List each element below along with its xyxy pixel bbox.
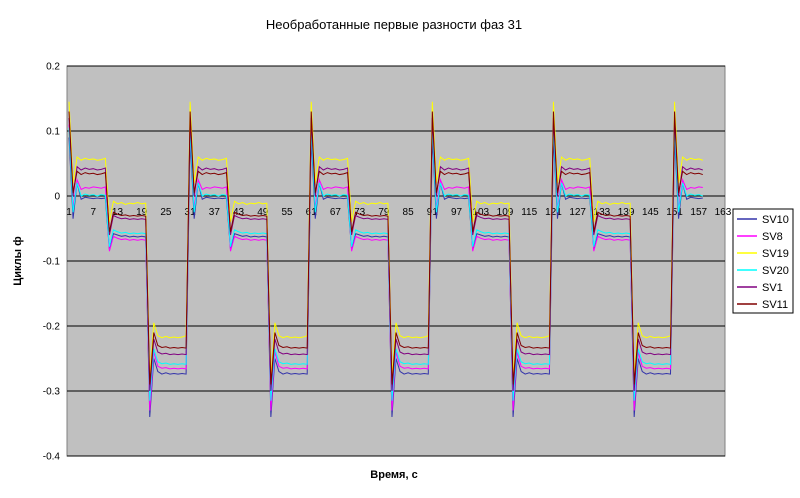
series-line-sv11 xyxy=(68,111,703,385)
x-tick-label: 55 xyxy=(281,207,293,218)
legend-label: SV10 xyxy=(762,214,789,226)
legend-label: SV1 xyxy=(762,282,783,294)
x-tick-label: 97 xyxy=(451,207,463,218)
x-tick-label: 151 xyxy=(666,207,683,218)
x-tick-label: 19 xyxy=(136,207,148,218)
legend-label: SV11 xyxy=(762,299,788,311)
x-tick-label: 31 xyxy=(185,207,197,218)
y-tick-label: -0.4 xyxy=(43,452,61,463)
y-axis: 0.2 0.1 0 -0.1 -0.2 -0.3 -0.4 xyxy=(43,62,61,463)
x-tick-label: 139 xyxy=(618,207,635,218)
legend-label: SV8 xyxy=(762,231,783,243)
y-axis-title: Циклы ф xyxy=(12,236,24,286)
series-line-sv20 xyxy=(68,127,703,401)
x-tick-label: 121 xyxy=(545,207,562,218)
x-tick-label: 61 xyxy=(306,207,318,218)
series-line-sv1 xyxy=(68,117,703,392)
y-tick-label: -0.1 xyxy=(43,257,61,268)
series-line-sv8 xyxy=(68,124,703,411)
x-tick-label: 157 xyxy=(690,207,707,218)
x-tick-label: 49 xyxy=(257,207,269,218)
y-tick-label: 0 xyxy=(54,192,60,203)
x-axis: 1 7 13 19 25 31 37 43 49 55 61 67 73 79 85 91 97 103 109 11… xyxy=(66,195,732,218)
x-tick-label: 7 xyxy=(90,207,96,218)
x-tick-label: 67 xyxy=(330,207,342,218)
series-lines xyxy=(68,101,703,418)
y-tick-label: -0.3 xyxy=(43,387,61,398)
x-tick-label: 163 xyxy=(715,207,732,218)
x-tick-label: 73 xyxy=(354,207,366,218)
legend: SV10 SV8 SV19 SV20 SV1 SV11 xyxy=(732,208,794,314)
x-tick-label: 103 xyxy=(472,207,489,218)
x-tick-label: 25 xyxy=(160,207,172,218)
x-tick-label: 109 xyxy=(497,207,514,218)
x-tick-label: 1 xyxy=(66,207,72,218)
x-tick-label: 127 xyxy=(569,207,586,218)
x-tick-label: 91 xyxy=(427,207,439,218)
legend-label: SV20 xyxy=(762,265,789,277)
y-tick-label: 0.2 xyxy=(46,62,60,73)
x-tick-label: 145 xyxy=(642,207,659,218)
series-line-sv19 xyxy=(68,101,703,379)
x-tick-label: 43 xyxy=(233,207,245,218)
x-tick-label: 133 xyxy=(594,207,611,218)
series-line-sv10 xyxy=(68,137,703,418)
y-tick-label: 0.1 xyxy=(46,127,60,138)
y-tick-label: -0.2 xyxy=(43,322,61,333)
x-tick-label: 85 xyxy=(403,207,415,218)
x-tick-label: 13 xyxy=(112,207,124,218)
x-axis-title: Время, с xyxy=(370,469,417,481)
legend-label: SV19 xyxy=(762,248,789,260)
legend-box xyxy=(732,208,794,314)
x-tick-label: 37 xyxy=(209,207,221,218)
chart-title: Необработанные первые разности фаз 31 xyxy=(266,17,522,32)
x-tick-label: 115 xyxy=(521,207,537,218)
x-tick-label: 79 xyxy=(378,207,390,218)
